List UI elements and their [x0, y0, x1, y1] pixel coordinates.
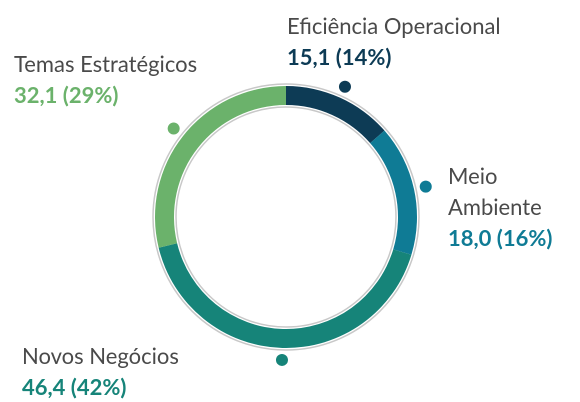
category-name: Novos Negócios [22, 342, 179, 369]
segment-label: Temas Estratégicos 32,1 (29%) [14, 48, 197, 110]
segment-label: Meio Ambiente 18,0 (16%) [448, 160, 568, 253]
donut-segment [370, 130, 417, 255]
donut-segment [286, 86, 385, 144]
segment-dot [338, 80, 351, 93]
category-name: Eficiência Operacional [287, 12, 501, 39]
outer-ring [152, 83, 420, 351]
value-label: 32,1 (29%) [14, 81, 119, 108]
donut-segment [158, 243, 412, 349]
category-name: Temas Estratégicos [14, 50, 198, 77]
value-label: 15,1 (14%) [287, 43, 392, 70]
category-name: Meio Ambiente [448, 162, 542, 220]
segment-dot [275, 353, 288, 366]
segment-label: Novos Negócios 46,4 (42%) [22, 340, 179, 402]
value-label: 18,0 (16%) [448, 224, 553, 251]
segment-dot [419, 180, 432, 193]
value-label: 46,4 (42%) [22, 373, 127, 400]
donut-segment [155, 86, 286, 248]
inner-ring [175, 106, 397, 328]
segment-label: Eficiência Operacional 15,1 (14%) [287, 10, 501, 72]
segment-dot [167, 122, 180, 135]
